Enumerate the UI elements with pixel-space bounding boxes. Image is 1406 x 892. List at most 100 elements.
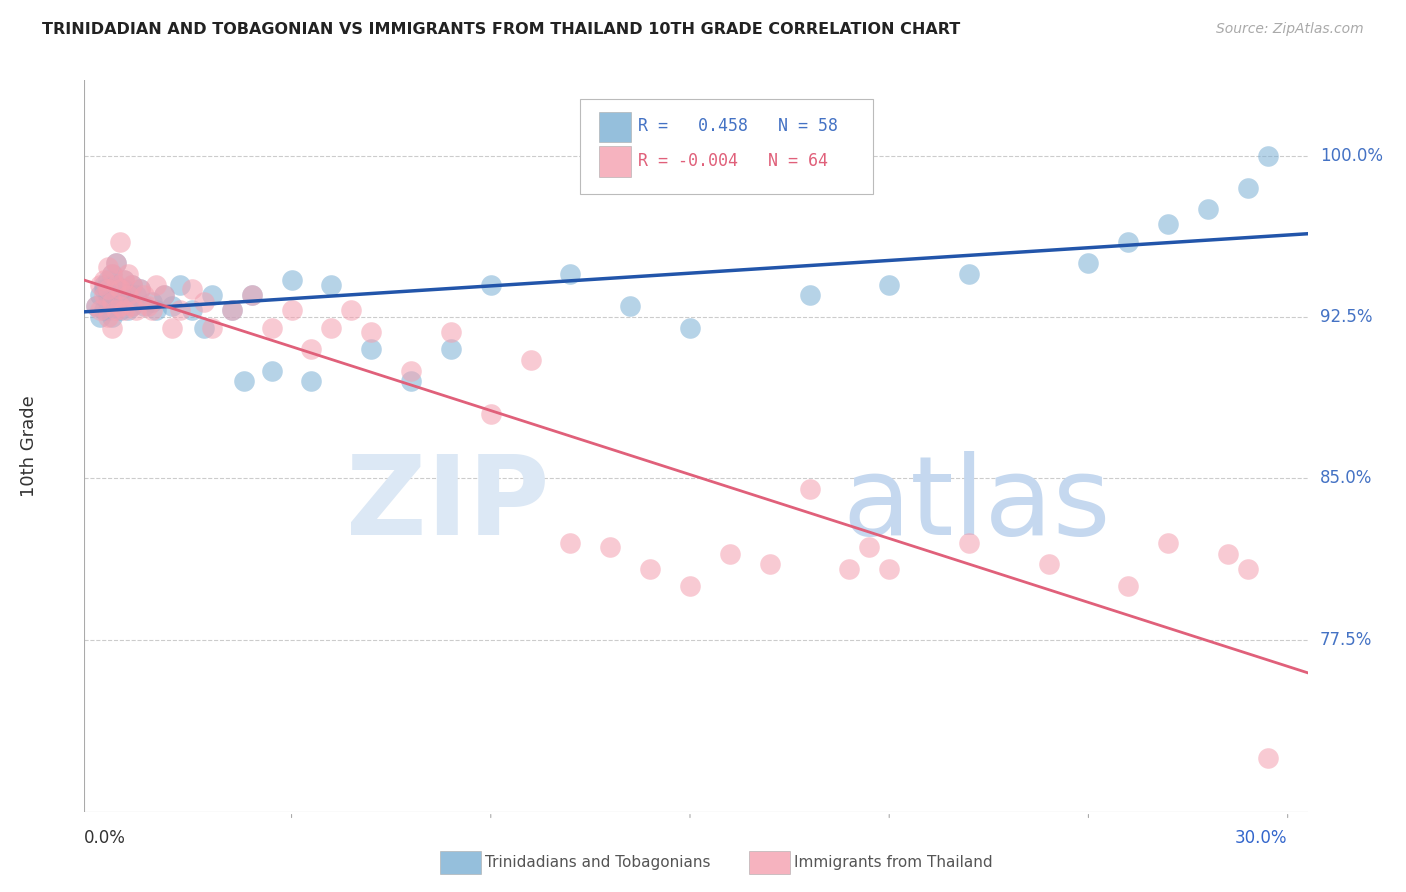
Point [93,303,115,318]
Point [877,277,900,292]
Point [117,288,139,302]
Point [117,288,139,302]
Point [321,277,343,292]
Point [110,288,132,302]
Point [240,288,263,302]
Point [193,294,215,309]
Point [599,540,621,554]
Text: 0.0%: 0.0% [84,829,127,847]
Point [160,299,183,313]
Text: R =   0.458   N = 58: R = 0.458 N = 58 [638,118,838,136]
Point [399,364,422,378]
Point [169,303,191,318]
Point [260,320,283,334]
Point [125,303,148,318]
Point [181,282,204,296]
Point [121,277,143,292]
Point [117,303,139,318]
Point [86,299,108,313]
Point [105,277,128,292]
Point [440,325,463,339]
Point [479,407,502,421]
Point [89,310,111,324]
Point [93,273,115,287]
Point [112,303,135,318]
Point [134,288,156,302]
Point [1116,235,1139,249]
Point [121,277,143,292]
Point [93,282,115,296]
Point [89,277,111,292]
Point [440,342,463,356]
Point [221,303,243,318]
Point [141,294,163,309]
Point [89,303,111,318]
Point [101,267,124,281]
Point [360,342,382,356]
Point [134,299,156,313]
Point [957,267,980,281]
Point [125,288,148,302]
Point [1157,536,1180,550]
Point [301,342,323,356]
Point [112,273,135,287]
Point [93,277,115,292]
Point [1257,148,1279,162]
Text: Trinidadians and Tobagonians: Trinidadians and Tobagonians [485,855,710,870]
Point [340,303,363,318]
Text: 100.0%: 100.0% [1320,146,1384,165]
Point [101,310,124,324]
Point [97,260,120,275]
Text: atlas: atlas [842,451,1111,558]
Point [112,282,135,296]
Point [105,256,128,270]
Text: ZIP: ZIP [346,451,550,558]
Point [105,277,128,292]
Point [838,561,860,575]
Point [105,256,128,270]
Text: 92.5%: 92.5% [1320,308,1372,326]
Point [97,288,120,302]
Point [169,277,191,292]
Point [360,325,382,339]
Point [1216,547,1239,561]
Point [89,288,111,302]
Point [129,282,152,296]
Point [619,299,641,313]
Point [1038,558,1060,572]
Point [260,364,283,378]
Point [121,299,143,313]
Point [679,579,702,593]
Point [679,320,702,334]
Point [957,536,980,550]
Point [141,303,163,318]
FancyBboxPatch shape [579,99,873,194]
Point [877,561,900,575]
Point [101,320,124,334]
Point [201,320,224,334]
Point [97,273,120,287]
Point [121,299,143,313]
Point [1236,181,1258,195]
Point [519,353,541,368]
Point [105,303,128,318]
Point [1157,218,1180,232]
Text: Immigrants from Thailand: Immigrants from Thailand [794,855,993,870]
Point [129,282,152,296]
Point [181,303,204,318]
FancyBboxPatch shape [599,146,631,177]
Point [479,277,502,292]
Point [110,282,132,296]
Point [112,273,135,287]
Point [718,547,741,561]
Point [97,303,120,318]
Point [399,375,422,389]
Point [240,288,263,302]
Point [110,235,132,249]
Point [638,561,661,575]
Point [136,299,159,313]
Point [560,536,582,550]
Point [110,299,132,313]
Point [193,320,215,334]
Point [153,288,176,302]
